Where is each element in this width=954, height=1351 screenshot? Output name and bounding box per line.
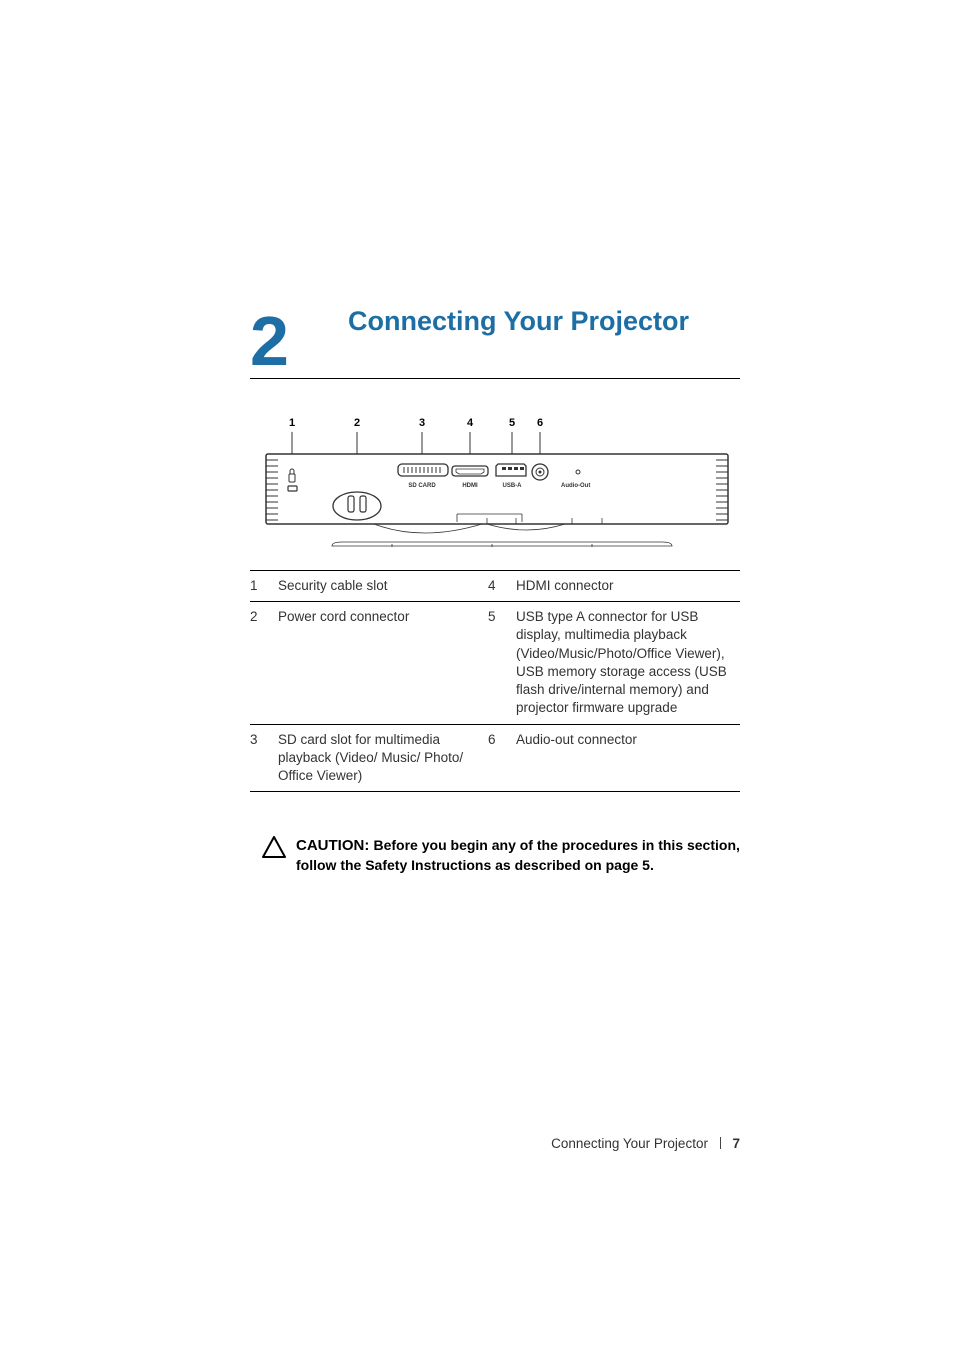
row-num: 1 bbox=[250, 571, 278, 602]
callout-2: 2 bbox=[354, 417, 360, 429]
callout-6: 6 bbox=[537, 417, 543, 429]
row-desc: HDMI connector bbox=[516, 571, 740, 602]
callout-4: 4 bbox=[467, 417, 474, 429]
caution-notice: CAUTION: Before you begin any of the pro… bbox=[262, 836, 740, 875]
row-num: 4 bbox=[488, 571, 516, 602]
row-num: 3 bbox=[250, 724, 278, 792]
footer-divider bbox=[720, 1137, 721, 1149]
callout-1: 1 bbox=[289, 417, 295, 429]
table-row: 1 Security cable slot 4 HDMI connector bbox=[250, 571, 740, 602]
row-desc: SD card slot for multimedia playback (Vi… bbox=[278, 724, 488, 792]
caution-lead: CAUTION: bbox=[296, 837, 374, 854]
table-row: 3 SD card slot for multimedia playback (… bbox=[250, 724, 740, 792]
connector-table: 1 Security cable slot 4 HDMI connector 2… bbox=[250, 570, 740, 792]
row-desc: Power cord connector bbox=[278, 602, 488, 724]
connector-diagram: 1 2 3 4 5 6 bbox=[262, 410, 732, 565]
footer-section: Connecting Your Projector bbox=[551, 1136, 708, 1151]
callout-5: 5 bbox=[509, 417, 515, 429]
row-desc: Audio-out connector bbox=[516, 724, 740, 792]
footer-page-number: 7 bbox=[732, 1136, 740, 1151]
row-desc: Security cable slot bbox=[278, 571, 488, 602]
row-num: 2 bbox=[250, 602, 278, 724]
callout-3: 3 bbox=[419, 417, 425, 429]
caution-icon bbox=[262, 836, 286, 863]
svg-text:Audio-Out: Audio-Out bbox=[561, 483, 590, 489]
row-num: 6 bbox=[488, 724, 516, 792]
svg-text:USB-A: USB-A bbox=[503, 483, 523, 489]
svg-text:HDMI: HDMI bbox=[462, 483, 478, 489]
chapter-title: Connecting Your Projector bbox=[348, 306, 689, 337]
row-num: 5 bbox=[488, 602, 516, 724]
svg-text:SD CARD: SD CARD bbox=[408, 483, 436, 489]
row-desc: USB type A connector for USB display, mu… bbox=[516, 602, 740, 724]
table-row: 2 Power cord connector 5 USB type A conn… bbox=[250, 602, 740, 724]
chapter-number: 2 bbox=[250, 306, 289, 376]
header-divider bbox=[250, 378, 740, 379]
